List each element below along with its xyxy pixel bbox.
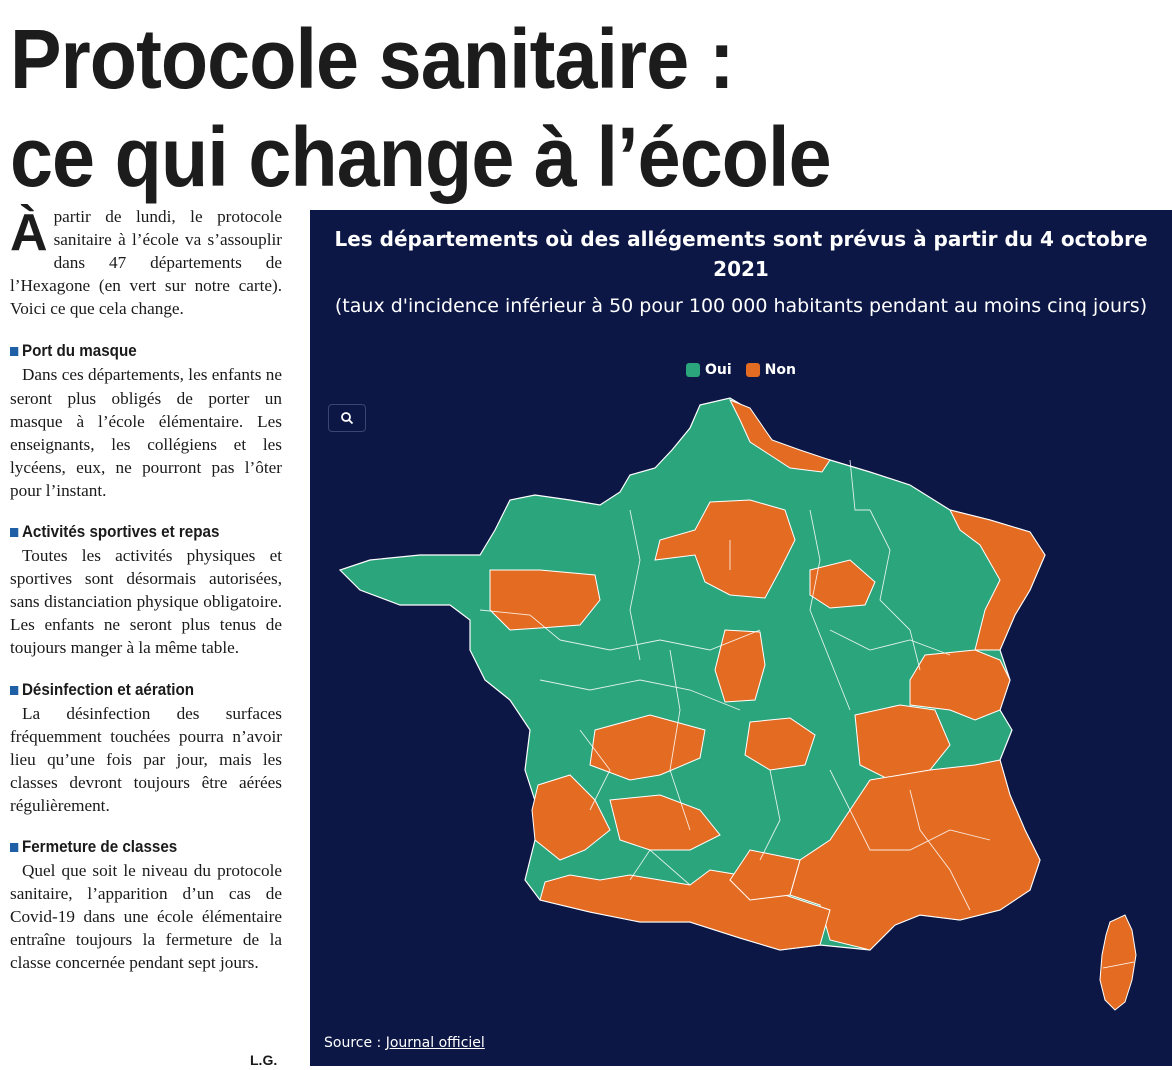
section-desinfection: Désinfection et aération La désinfection… xyxy=(10,679,282,817)
lead-text: partir de lundi, le protocole sanitaire … xyxy=(10,207,282,319)
square-bullet-icon xyxy=(10,842,19,852)
dropcap: À xyxy=(10,204,48,262)
non-departments xyxy=(489,399,1046,951)
dept-aquitaine-coast xyxy=(531,774,611,861)
dept-grand-est-east xyxy=(949,509,1046,651)
section-title: Fermeture de classes xyxy=(10,836,260,859)
dept-cher xyxy=(714,629,766,703)
map-legend: Oui Non xyxy=(310,362,1172,378)
headline: Protocole sanitaire : ce qui change à l’… xyxy=(10,10,1068,206)
legend-swatch-non xyxy=(745,363,760,377)
source-label: Source : xyxy=(324,1035,382,1051)
section-body: La désinfection des surfaces fréquemment… xyxy=(10,703,282,815)
legend-item-oui[interactable]: Oui xyxy=(686,362,732,378)
dept-nord xyxy=(728,399,831,473)
search-icon xyxy=(341,412,354,425)
department-borders xyxy=(479,459,991,911)
map-source: Source : Journal officiel xyxy=(324,1035,485,1051)
square-bullet-icon xyxy=(10,347,19,357)
headline-line-1: Protocole sanitaire : xyxy=(10,12,735,106)
dept-nievre-allier xyxy=(744,717,816,771)
section-body: Quel que soit le niveau du protocole san… xyxy=(10,860,282,973)
dept-sarthe-mayenne xyxy=(489,569,601,631)
dept-ile-de-france-area xyxy=(654,499,796,599)
section-port-du-masque: Port du masque Dans ces départements, le… xyxy=(10,340,282,502)
section-title: Port du masque xyxy=(10,340,260,363)
article-column: À partir de lundi, le protocole sanitair… xyxy=(10,205,282,993)
zoom-button[interactable] xyxy=(328,404,366,432)
france-map xyxy=(338,397,1137,1011)
section-activites-sportives: Activités sportives et repas Toutes les … xyxy=(10,521,282,659)
source-link[interactable]: Journal officiel xyxy=(385,1035,485,1051)
legend-swatch-oui xyxy=(686,363,700,377)
section-title: Activités sportives et repas xyxy=(10,521,260,544)
headline-line-2: ce qui change à l’école xyxy=(10,110,832,204)
square-bullet-icon xyxy=(10,685,19,695)
dept-herault-area xyxy=(729,849,801,901)
dept-isere-savoie xyxy=(854,704,951,781)
corsica-shape xyxy=(1099,914,1137,1011)
square-bullet-icon xyxy=(10,528,19,538)
section-title: Désinfection et aération xyxy=(10,679,260,702)
legend-item-non[interactable]: Non xyxy=(745,362,796,378)
section-body: Toutes les activités physiques et sporti… xyxy=(10,546,282,658)
dept-dordogne-lot xyxy=(609,794,721,851)
map-panel: Les départements où des allégements sont… xyxy=(310,210,1172,1066)
article-lead: À partir de lundi, le protocole sanitair… xyxy=(10,205,282,320)
map-subtitle: (taux d'incidence inférieur à 50 pour 10… xyxy=(334,295,1148,317)
dept-rhone-alpes xyxy=(909,649,1011,721)
section-body: Dans ces départements, les enfants ne se… xyxy=(10,365,282,500)
map-title: Les départements où des allégements sont… xyxy=(334,227,1148,281)
author-signature: L.G. xyxy=(250,1052,278,1068)
dept-marne-aube xyxy=(809,559,876,609)
section-fermeture: Fermeture de classes Quel que soit le ni… xyxy=(10,836,282,974)
